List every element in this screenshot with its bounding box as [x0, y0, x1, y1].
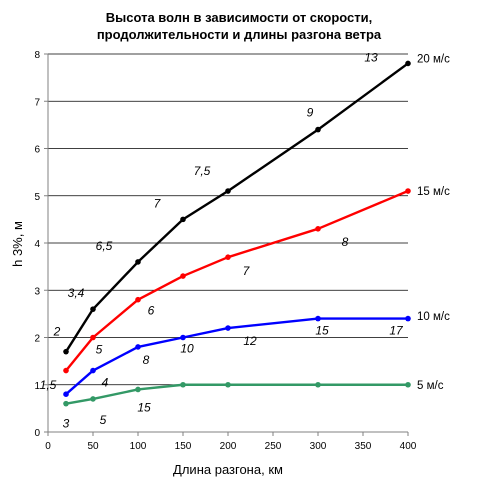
- series-2-annotation-5: 15: [315, 324, 329, 338]
- series-1-annotation-1: 5: [96, 343, 103, 357]
- series-1: 5 6 7 8 15 м/с: [63, 186, 450, 374]
- x-tick-label-5: 250: [265, 441, 282, 452]
- series-3-point-3: [180, 381, 186, 388]
- series-0-point-3: [180, 216, 186, 223]
- series-2-annotation-2: 8: [143, 353, 150, 367]
- series-3-point-4: [225, 381, 231, 388]
- x-tick-label-6: 300: [310, 441, 327, 452]
- x-tick-label-0: 0: [45, 441, 51, 452]
- series-3-point-6: [405, 381, 411, 388]
- series-3: 3 5 15 5 м/с: [63, 380, 444, 431]
- series-2-point-3: [180, 334, 186, 341]
- gridlines: [48, 53, 408, 386]
- x-tick-label-1: 50: [87, 441, 99, 452]
- series-2-point-5: [315, 315, 321, 322]
- series-1-point-6: [405, 188, 411, 194]
- x-tick-label-2: 100: [130, 441, 147, 452]
- series-1-point-1: [90, 334, 96, 341]
- y-tick-label-4: 4: [34, 239, 40, 250]
- y-tick-label-0: 0: [34, 428, 40, 439]
- series-3-annotation-0: 3: [63, 417, 70, 431]
- series-0-point-5: [315, 126, 321, 133]
- series-1-point-5: [315, 226, 321, 232]
- y-tick-label-8: 8: [34, 50, 40, 61]
- y-axis-label: h 3%, м: [10, 221, 25, 267]
- series-2-point-6: [405, 315, 411, 322]
- series-0-annotation-4: 7,5: [194, 164, 211, 178]
- series-3-point-2: [135, 386, 141, 393]
- series-2-annotation-6: 17: [389, 324, 404, 338]
- series-3-point-5: [315, 381, 321, 388]
- series-label-2: 10 м/с: [417, 311, 450, 323]
- series-2-point-1: [90, 367, 96, 374]
- series-label-0: 20 м/с: [417, 54, 450, 66]
- y-tick-label-2: 2: [34, 334, 40, 345]
- series-3-annotation-2: 15: [137, 400, 151, 414]
- chart-title-line-2: продолжительности и длины разгона ветра: [97, 27, 382, 42]
- series-1-point-4: [225, 254, 231, 260]
- series-3-point-1: [90, 396, 96, 402]
- x-tick-label-4: 200: [220, 441, 237, 452]
- series-2-annotation-3: 10: [180, 342, 194, 356]
- series-label-1: 15 м/с: [417, 186, 450, 198]
- y-tick-label-3: 3: [34, 286, 40, 297]
- series-0-point-0: [63, 348, 69, 355]
- series-0-point-4: [225, 188, 231, 194]
- series-2-annotation-0: 1,5: [40, 378, 57, 392]
- y-tick-label-1: 1: [34, 381, 40, 392]
- series-1-point-0: [63, 367, 69, 374]
- series-line-2: [65, 317, 408, 396]
- series-1-point-2: [135, 296, 141, 303]
- series-line-0: [64, 62, 409, 353]
- series-line-1: [65, 189, 409, 372]
- series-0-annotation-1: 3,4: [68, 286, 85, 300]
- x-tick-label-3: 150: [175, 441, 192, 452]
- x-axis-label: Длина разгона, км: [173, 462, 283, 477]
- series-2-annotation-1: 4: [102, 376, 109, 390]
- series-line-3: [65, 383, 408, 405]
- series-2-point-4: [225, 325, 231, 331]
- series-0-annotation-6: 13: [364, 50, 378, 64]
- series-label-3: 5 м/с: [417, 380, 444, 392]
- series-0: 2 3,4 6,5 7 7,5 9 13 20 м/с: [53, 50, 450, 355]
- series-1-annotation-2: 6: [148, 304, 155, 318]
- chart-title: Высота волн в зависимости от скорости, п…: [97, 10, 382, 42]
- series-2: 1,5 4 8 10 12 15 17 10 м/с: [40, 311, 450, 398]
- series-1-annotation-5: 8: [342, 235, 349, 249]
- y-tick-labels: 0 1 2 3 4 5 6 7 8: [34, 50, 40, 439]
- series-0-point-1: [90, 306, 96, 312]
- series-0-annotation-2: 6,5: [96, 239, 113, 253]
- x-tick-label-7: 350: [355, 441, 372, 452]
- axes: [44, 53, 409, 436]
- series-0-point-6: [405, 60, 411, 67]
- x-tick-labels: 0 50 100 150 200 250 300 350 400: [45, 441, 417, 452]
- series-3-point-0: [63, 400, 69, 407]
- series-0-annotation-0: 2: [53, 325, 61, 339]
- series-0-point-2: [135, 259, 141, 265]
- series-2-annotation-4: 12: [243, 334, 257, 348]
- series-1-annotation-4: 7: [243, 264, 251, 278]
- series-1-point-3: [180, 273, 186, 279]
- series-3-annotation-1: 5: [100, 413, 107, 427]
- y-tick-label-6: 6: [34, 145, 40, 156]
- chart-title-line-1: Высота волн в зависимости от скорости,: [106, 10, 372, 25]
- series-0-annotation-3: 7: [154, 196, 162, 210]
- y-tick-label-5: 5: [34, 192, 40, 203]
- series-2-point-0: [63, 391, 69, 398]
- series-0-annotation-5: 9: [307, 106, 314, 120]
- y-tick-label-7: 7: [34, 97, 40, 108]
- series-2-point-2: [135, 344, 141, 350]
- x-tick-label-8: 400: [400, 441, 417, 452]
